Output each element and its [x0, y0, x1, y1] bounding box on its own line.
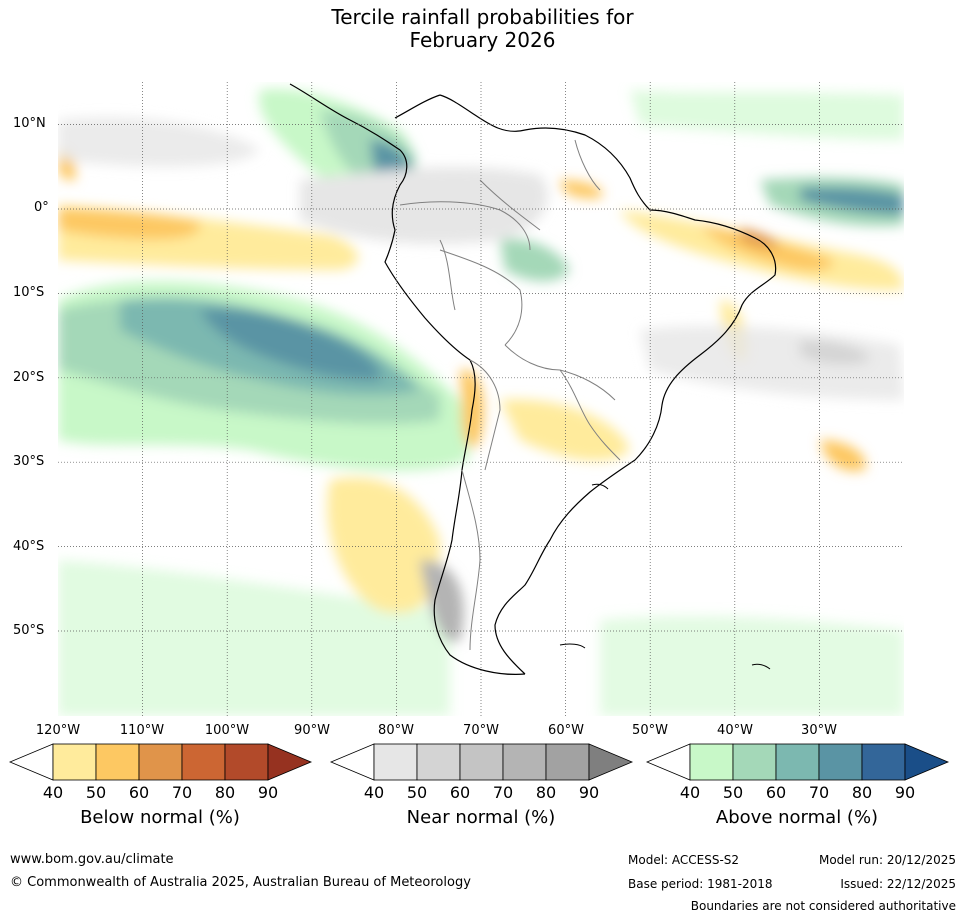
above-tick-90: 90	[894, 783, 916, 802]
lat-label-30s: 30°S	[13, 454, 45, 469]
near-tick-40: 40	[363, 783, 385, 802]
base-period: Base period: 1981-2018	[628, 877, 773, 891]
below-tick-40: 40	[42, 783, 64, 802]
country-boundaries	[399, 139, 621, 651]
above-colorbar-over-triangle	[904, 743, 950, 781]
model-name: Model: ACCESS-S2	[628, 853, 740, 867]
above-tick-60: 60	[765, 783, 787, 802]
above-tick-50: 50	[722, 783, 744, 802]
lat-label-40s: 40°S	[13, 539, 45, 554]
near-tick-80: 80	[535, 783, 557, 802]
below-tick-80: 80	[214, 783, 236, 802]
near-colorbar-segment-2	[416, 743, 461, 781]
below-colorbar-segment-3	[138, 743, 183, 781]
lat-label-50s: 50°S	[13, 623, 45, 638]
website-link[interactable]: www.bom.gov.au/climate	[10, 852, 174, 867]
below-colorbar-segment-4	[181, 743, 226, 781]
near-colorbar-over-triangle	[588, 743, 634, 781]
lat-label-10n: 10°N	[13, 116, 46, 131]
below-colorbar-under-triangle	[8, 743, 54, 781]
below-tick-90: 90	[257, 783, 279, 802]
near-colorbar-segment-5	[545, 743, 590, 781]
lon-label-60w: 60°W	[548, 723, 584, 738]
copyright-text: © Commonwealth of Australia 2025, Austra…	[10, 875, 471, 890]
probability-shading	[58, 89, 904, 716]
above-colorbar-segment-1	[689, 743, 734, 781]
below-tick-60: 60	[128, 783, 150, 802]
lon-label-80w: 80°W	[378, 723, 414, 738]
rainfall-map	[58, 82, 904, 716]
below-tick-70: 70	[171, 783, 193, 802]
lon-label-70w: 70°W	[463, 723, 499, 738]
below-tick-50: 50	[85, 783, 107, 802]
above-tick-40: 40	[679, 783, 701, 802]
above-colorbar-segment-3	[775, 743, 820, 781]
near-normal-label: Near normal (%)	[406, 807, 556, 828]
lon-label-90w: 90°W	[294, 723, 330, 738]
lon-label-40w: 40°W	[717, 723, 753, 738]
graticule	[58, 82, 904, 716]
legend-colorbars	[8, 743, 950, 781]
below-colorbar-over-triangle	[267, 743, 313, 781]
lat-label-10s: 10°S	[13, 285, 45, 300]
near-colorbar-segment-3	[459, 743, 504, 781]
above-normal-label: Above normal (%)	[715, 807, 879, 828]
colorbar-below-normal	[8, 743, 313, 781]
lon-label-30w: 30°W	[801, 723, 837, 738]
above-colorbar-segment-4	[818, 743, 863, 781]
near-colorbar-segment-1	[373, 743, 418, 781]
map-title-line1: Tercile rainfall probabilities for	[331, 5, 634, 29]
model-run-date: Model run: 20/12/2025	[818, 853, 956, 867]
below-colorbar-segment-1	[52, 743, 97, 781]
above-colorbar-segment-5	[861, 743, 906, 781]
map-title-line2: February 2026	[409, 28, 556, 52]
lon-label-120w: 120°W	[35, 723, 81, 738]
near-colorbar-segment-4	[502, 743, 547, 781]
lon-label-50w: 50°W	[632, 723, 668, 738]
below-normal-label: Below normal (%)	[80, 807, 240, 828]
near-tick-50: 50	[406, 783, 428, 802]
near-tick-90: 90	[578, 783, 600, 802]
lat-label-0: 0°	[34, 200, 49, 215]
below-colorbar-segment-2	[95, 743, 140, 781]
lat-label-20s: 20°S	[13, 370, 45, 385]
above-tick-70: 70	[808, 783, 830, 802]
boundaries-disclaimer: Boundaries are not considered authoritat…	[690, 899, 956, 913]
near-colorbar-under-triangle	[329, 743, 375, 781]
coastlines	[289, 83, 777, 675]
above-colorbar-segment-2	[732, 743, 777, 781]
colorbar-near-normal	[329, 743, 634, 781]
near-tick-60: 60	[449, 783, 471, 802]
below-colorbar-segment-5	[224, 743, 269, 781]
lon-label-110w: 110°W	[119, 723, 165, 738]
above-colorbar-under-triangle	[645, 743, 691, 781]
colorbar-above-normal	[645, 743, 950, 781]
lon-label-100w: 100°W	[204, 723, 250, 738]
near-tick-70: 70	[492, 783, 514, 802]
issued-date: Issued: 22/12/2025	[840, 877, 956, 891]
above-tick-80: 80	[851, 783, 873, 802]
